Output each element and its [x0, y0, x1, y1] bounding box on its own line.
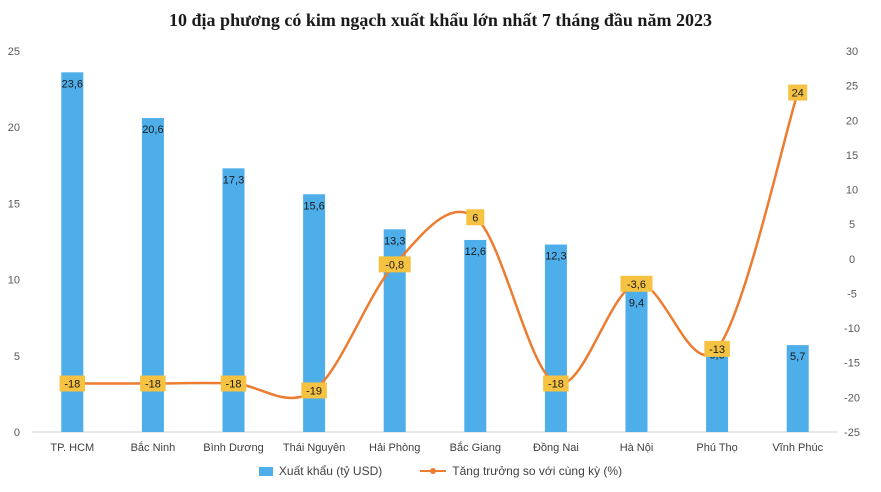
line-point-marker [466, 209, 485, 226]
line-value-label: -18 [64, 379, 80, 391]
bar [464, 239, 487, 432]
y-left-tick-label: 5 [14, 351, 20, 363]
x-tick-label: Phú Thọ [696, 442, 737, 454]
bar-value-label: 5,7 [790, 351, 805, 363]
y-left-tick-label: 0 [14, 427, 20, 439]
bar [786, 345, 809, 432]
y-right-tick-label: 5 [849, 219, 855, 231]
bar [383, 229, 406, 432]
y-right-tick-label: -25 [844, 427, 860, 439]
line-value-label: 24 [792, 88, 804, 100]
y-left-tick-label: 15 [8, 198, 20, 210]
x-tick-label: Bắc Ninh [131, 441, 176, 454]
line-value-label: -19 [306, 385, 322, 397]
x-tick-label: Bình Dương [203, 442, 263, 454]
y-right-tick-label: 15 [846, 150, 858, 162]
y-right-tick-label: -10 [844, 323, 860, 335]
bar-value-label: 9,4 [629, 298, 644, 310]
y-right-tick-label: -5 [847, 288, 857, 300]
bar [222, 168, 245, 432]
x-tick-label: Vĩnh Phúc [772, 442, 823, 454]
bar [544, 244, 567, 432]
x-tick-label: Thái Nguyên [283, 442, 345, 454]
bar-value-label: 12,6 [465, 246, 486, 258]
line-value-label: -0,8 [385, 259, 404, 271]
bar [303, 194, 326, 432]
bar-value-label: 23,6 [62, 78, 83, 90]
legend-swatch-line [420, 466, 447, 476]
y-left-tick-label: 10 [8, 275, 20, 287]
line-value-label: -18 [548, 379, 564, 391]
chart-title: 10 địa phương có kim ngạch xuất khẩu lớn… [169, 10, 712, 30]
x-tick-label: Bắc Giang [450, 441, 501, 454]
bar [625, 288, 648, 432]
y-right-tick-label: 30 [846, 46, 858, 58]
chart-plot: 0 5 10 15 20 25 -25 -20 -15 -10 -5 0 5 10 15 20 25 30 TP. … [8, 46, 860, 454]
line-point-marker [378, 256, 411, 273]
line-point-marker [788, 84, 808, 101]
y-right-tick-label: 20 [846, 115, 858, 127]
legend-label-bar: Xuất khẩu (tỷ USD) [278, 464, 383, 478]
x-tick-label: TP. HCM [50, 442, 94, 454]
line-value-label: 6 [472, 212, 478, 224]
legend-item-bar: Xuất khẩu (tỷ USD) [258, 464, 383, 478]
y-left-tick-label: 20 [8, 122, 20, 134]
line-point-marker [59, 375, 86, 392]
y-right-tick-label: 0 [849, 254, 855, 266]
chart-legend: Xuất khẩu (tỷ USD) Tăng trưởng so với cù… [0, 464, 881, 478]
bar [706, 343, 729, 432]
line-point-marker [140, 375, 166, 392]
y-right-tick-label: -15 [844, 358, 860, 370]
x-tick-label: Đồng Nai [533, 442, 579, 454]
bar-value-label: 13,3 [384, 235, 405, 247]
line-value-label: -18 [145, 379, 161, 391]
legend-label-line: Tăng trưởng so với cùng kỳ (%) [452, 464, 623, 478]
line-value-label: -18 [226, 379, 242, 391]
growth-line [72, 92, 799, 400]
legend-swatch-bar [258, 466, 273, 476]
bar-value-label: 12,3 [545, 251, 566, 263]
x-tick-label: Hà Nội [620, 442, 654, 454]
line-point-marker [620, 275, 653, 292]
bar-value-label: 20,6 [142, 124, 163, 136]
line-point-marker [301, 382, 327, 399]
line-value-label: -3,6 [627, 279, 646, 291]
y-right-tick-label: 25 [846, 81, 858, 93]
bar [141, 118, 164, 432]
bar [61, 72, 84, 432]
y-right-tick-label: 10 [846, 185, 858, 197]
y-left-tick-label: 25 [8, 46, 20, 58]
bar-value-label: 15,6 [303, 200, 324, 212]
x-tick-label: Hải Phòng [369, 442, 420, 454]
line-value-label: -13 [709, 344, 725, 356]
y-right-tick-label: -20 [844, 392, 860, 404]
line-point-marker [543, 375, 569, 392]
bar-value-label: 17,3 [223, 174, 244, 186]
legend-item-line: Tăng trưởng so với cùng kỳ (%) [420, 464, 622, 478]
line-point-marker [220, 375, 247, 392]
line-point-marker [704, 340, 730, 357]
